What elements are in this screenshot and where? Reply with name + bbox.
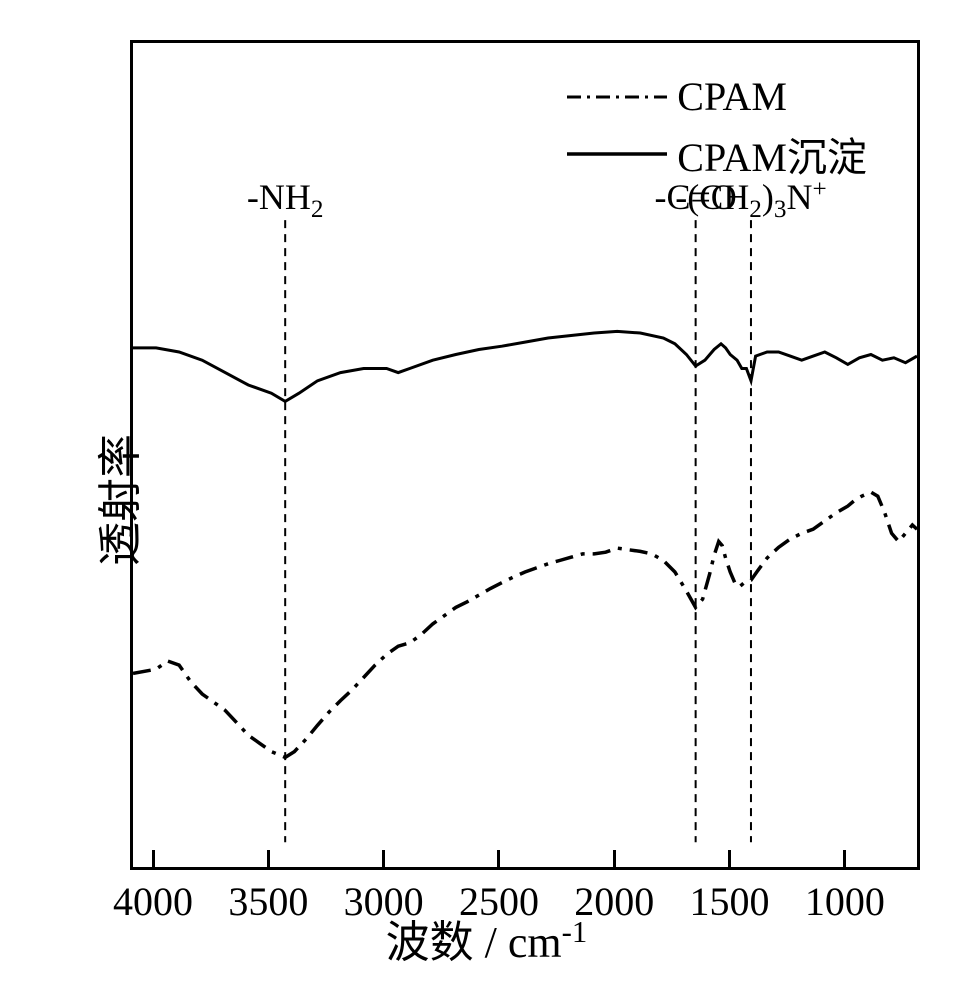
x-tick — [728, 850, 731, 868]
legend-item-cpam: CPAM — [567, 73, 867, 120]
legend-label: CPAM — [677, 73, 787, 120]
x-tick-label: 4000 — [113, 878, 193, 925]
x-tick-label: 3500 — [228, 878, 308, 925]
legend: CPAM CPAM沉淀 — [567, 73, 867, 188]
x-tick-label: 2500 — [459, 878, 539, 925]
x-tick — [382, 850, 385, 868]
x-tick — [843, 850, 846, 868]
spectrum-line — [133, 492, 917, 757]
x-tick — [152, 850, 155, 868]
x-tick-label: 2000 — [574, 878, 654, 925]
peak-label: -NH2 — [247, 176, 324, 218]
x-tick — [613, 850, 616, 868]
x-tick-label: 1500 — [690, 878, 770, 925]
legend-line-dashdot — [567, 82, 667, 112]
peak-label: -(CH2)3N+ — [675, 176, 826, 218]
x-tick — [267, 850, 270, 868]
spectrum-line — [133, 331, 917, 401]
plot-area: CPAM CPAM沉淀 -NH2-C=O-(CH2)3N+ — [130, 40, 920, 870]
x-tick-label: 3000 — [344, 878, 424, 925]
legend-line-solid — [567, 139, 667, 169]
x-tick — [497, 850, 500, 868]
x-tick-label: 1000 — [805, 878, 885, 925]
ftir-chart: 透射率 波数 / cm-1 CPAM CPAM沉淀 -NH2-C=O-(CH2)… — [20, 20, 953, 980]
legend-label: CPAM沉淀 — [677, 125, 867, 183]
